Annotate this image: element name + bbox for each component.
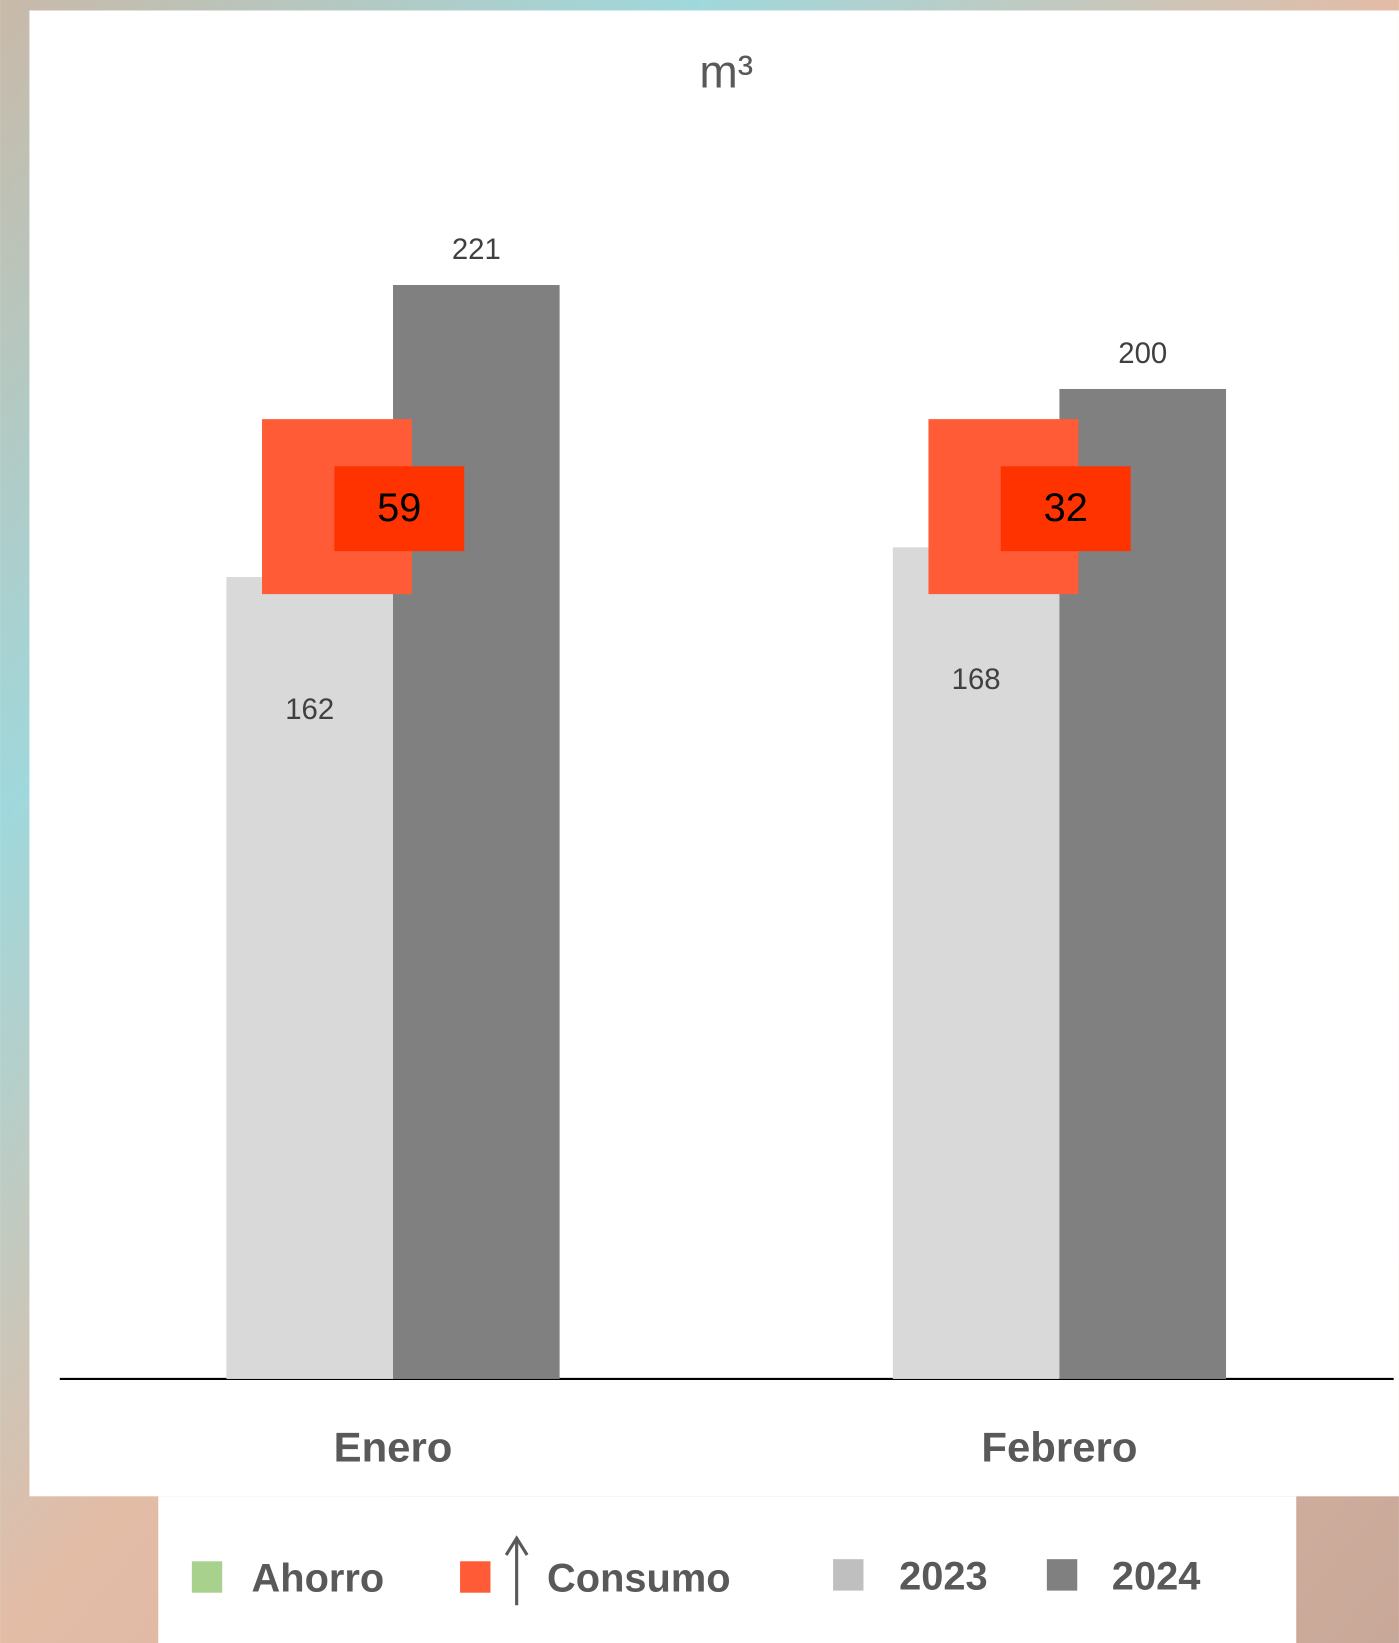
legend-arrow-head — [504, 1535, 529, 1556]
data-label: 168 — [952, 663, 1001, 696]
legend-swatch — [191, 1561, 223, 1593]
consumo-label: 32 — [1044, 486, 1088, 530]
x-tick-label: Enero — [334, 1423, 453, 1470]
consumo-label: 59 — [377, 486, 421, 530]
bar — [892, 547, 1060, 1379]
data-label: 221 — [452, 233, 501, 266]
consumo-label-box — [334, 466, 465, 552]
data-label: 200 — [1118, 337, 1167, 370]
bar — [226, 577, 394, 1379]
legend-label: 2024 — [1112, 1555, 1201, 1599]
legend-label: Ahorro — [252, 1557, 385, 1601]
legend-panel — [158, 1496, 1297, 1643]
x-tick-label: Febrero — [981, 1423, 1137, 1470]
legend-label: 2023 — [899, 1555, 988, 1599]
bar — [1059, 388, 1227, 1379]
legend-swatch — [1046, 1559, 1078, 1591]
legend-label: Consumo — [547, 1557, 730, 1601]
consumo-label-box — [1000, 466, 1131, 552]
data-label: 162 — [285, 693, 334, 726]
legend-swatch — [460, 1561, 491, 1593]
legend-swatch — [833, 1559, 864, 1591]
bar — [393, 285, 560, 1379]
chart-title: m³ — [699, 46, 753, 98]
